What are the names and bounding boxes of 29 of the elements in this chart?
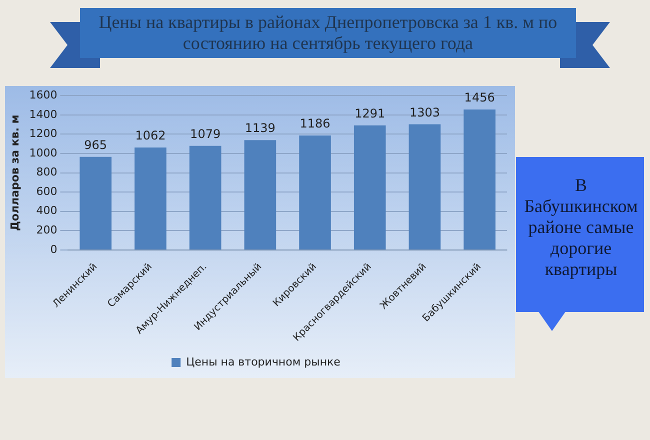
y-axis-title: Долларов за кв. м	[8, 114, 22, 231]
chart-title: Цены на квартиры в районах Днепропетровска за 1 кв. м по состоянию на сентябрь текущего года	[80, 8, 576, 58]
y-tick-label: 400	[36, 204, 58, 218]
data-label: 1456	[464, 90, 495, 105]
y-tick-label: 200	[36, 224, 58, 237]
data-label: 1062	[135, 128, 166, 143]
y-tick-label: 800	[36, 166, 58, 179]
data-label: 1291	[354, 106, 386, 121]
y-tick-label: 600	[36, 184, 58, 198]
bar	[189, 146, 222, 250]
legend-label: Цены на вторичном рынке	[186, 355, 341, 368]
bar	[134, 148, 166, 250]
data-label: 1079	[190, 126, 221, 141]
text: В Бабушкинском районе самые дорогие квартиры	[516, 157, 644, 312]
data-label: 1303	[409, 105, 440, 120]
y-tick-label: 1200	[29, 127, 58, 140]
bar	[244, 140, 276, 250]
data-label: 1186	[300, 116, 330, 131]
y-tick-label: 1000	[29, 146, 58, 160]
bar	[299, 136, 331, 250]
bar	[408, 124, 441, 250]
y-tick-label: 1600	[29, 88, 58, 102]
y-tick-label: 1400	[29, 108, 58, 121]
data-label: 965	[84, 138, 108, 152]
bar	[80, 156, 112, 250]
y-tick-label: 0	[50, 242, 58, 256]
bar	[354, 125, 386, 250]
bar	[464, 109, 496, 250]
data-label: 1139	[244, 121, 276, 136]
